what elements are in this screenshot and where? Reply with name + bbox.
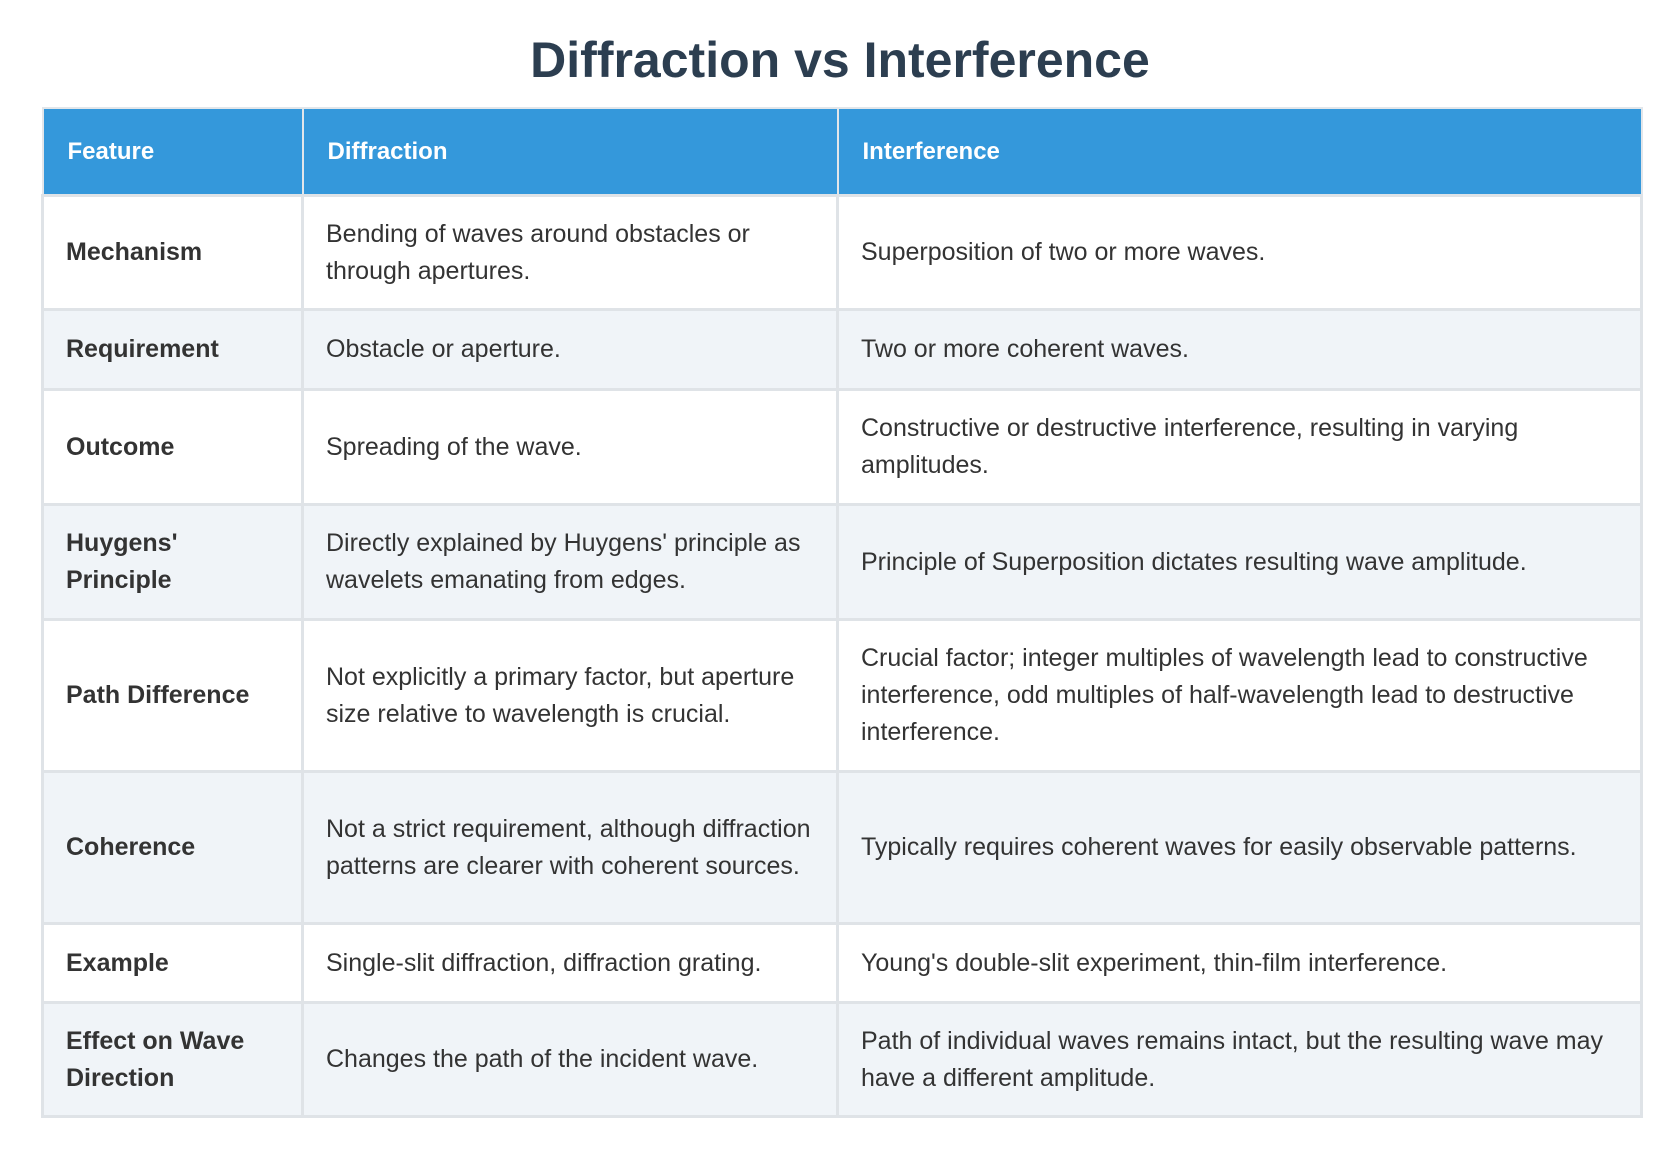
feature-cell: Path Difference [41,618,304,773]
feature-cell: Requirement [41,308,304,391]
interference-cell: Path of individual waves remains intact,… [836,1001,1643,1118]
page-title: Diffraction vs Interference [530,32,1150,88]
interference-cell: Typically requires coherent waves for ea… [836,770,1643,925]
diffraction-cell: Spreading of the wave. [301,388,839,506]
table-row: Mechanism Bending of waves around obstac… [41,194,1643,311]
feature-cell: Mechanism [41,194,304,311]
table-row: Coherence Not a strict requirement, alth… [41,770,1643,925]
table-row: Effect on Wave Direction Changes the pat… [41,1001,1643,1118]
diffraction-cell: Bending of waves around obstacles or thr… [301,194,839,311]
diffraction-cell: Single-slit diffraction, diffraction gra… [301,922,839,1004]
feature-cell: Coherence [41,770,304,925]
feature-cell: Huygens' Principle [41,503,304,621]
diffraction-cell: Changes the path of the incident wave. [301,1001,839,1118]
feature-cell: Effect on Wave Direction [41,1001,304,1118]
table-row: Path Difference Not explicitly a primary… [41,618,1643,773]
interference-cell: Crucial factor; integer multiples of wav… [836,618,1643,773]
table-row: Huygens' Principle Directly explained by… [41,503,1643,621]
table-row: Example Single-slit diffraction, diffrac… [41,922,1643,1004]
feature-cell: Example [41,922,304,1004]
interference-cell: Principle of Superposition dictates resu… [836,503,1643,621]
interference-cell: Two or more coherent waves. [836,308,1643,391]
diffraction-cell: Not a strict requirement, although diffr… [301,770,839,925]
interference-cell: Superposition of two or more waves. [836,194,1643,311]
header-diffraction: Diffraction [301,107,839,197]
diffraction-cell: Directly explained by Huygens' principle… [301,503,839,621]
diffraction-cell: Not explicitly a primary factor, but ape… [301,618,839,773]
table-header-row: Feature Diffraction Interference [41,107,1643,197]
table-row: Requirement Obstacle or aperture. Two or… [41,308,1643,391]
diffraction-cell: Obstacle or aperture. [301,308,839,391]
comparison-table: Feature Diffraction Interference Mechani… [41,107,1643,1118]
interference-cell: Young's double-slit experiment, thin-fil… [836,922,1643,1004]
interference-cell: Constructive or destructive interference… [836,388,1643,506]
feature-cell: Outcome [41,388,304,506]
header-interference: Interference [836,107,1643,197]
table-row: Outcome Spreading of the wave. Construct… [41,388,1643,506]
header-feature: Feature [41,107,304,197]
